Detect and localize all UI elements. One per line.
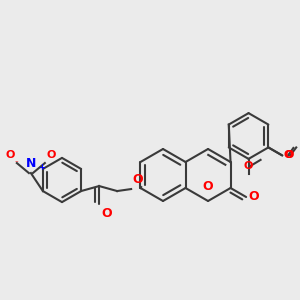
Text: O: O	[5, 150, 15, 160]
Text: ⁻: ⁻	[15, 160, 19, 166]
Text: O: O	[47, 150, 56, 160]
Text: O: O	[244, 161, 253, 171]
Text: +: +	[38, 163, 45, 172]
Text: O: O	[284, 150, 293, 160]
Text: O: O	[101, 207, 112, 220]
Text: O: O	[248, 190, 259, 203]
Text: N: N	[26, 157, 36, 170]
Text: O: O	[203, 180, 213, 193]
Text: O: O	[284, 150, 294, 161]
Text: O: O	[132, 173, 143, 186]
